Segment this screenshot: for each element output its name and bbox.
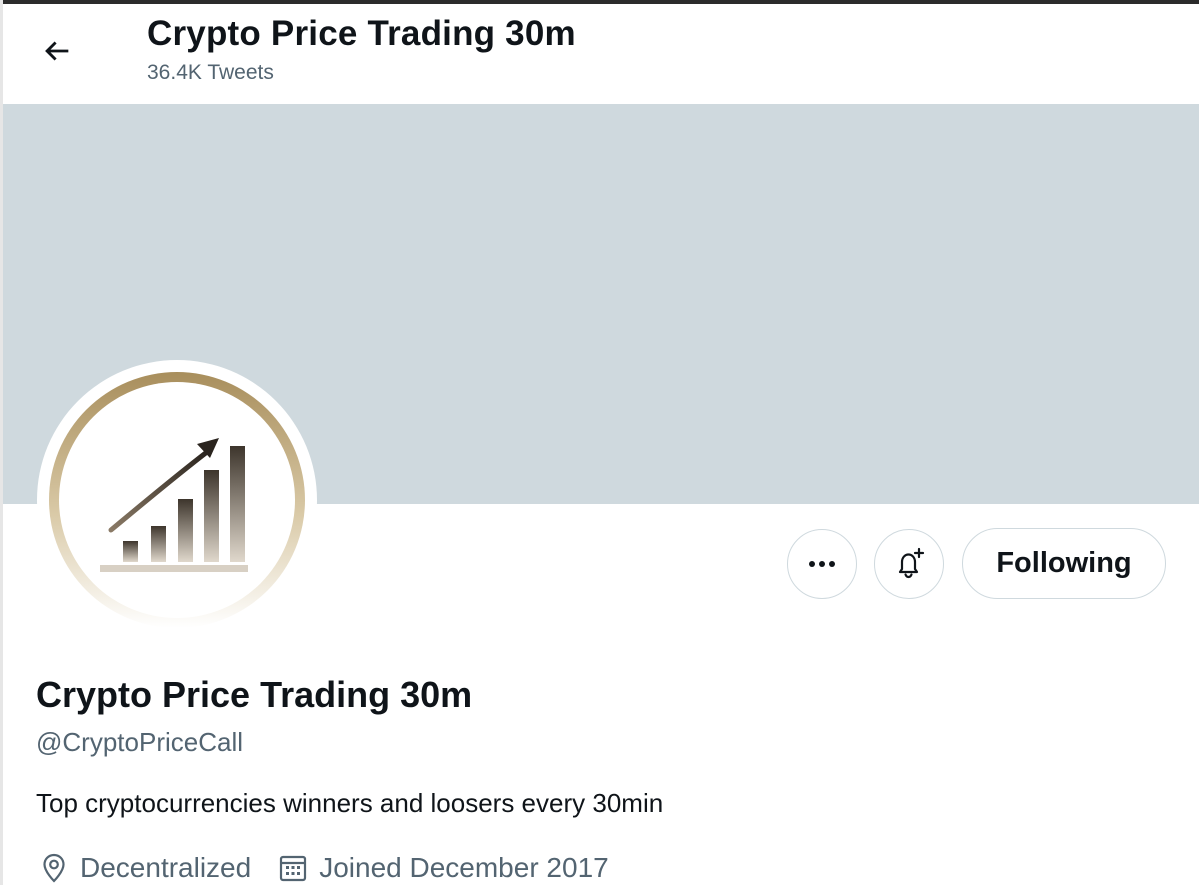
window-left-edge (0, 0, 3, 885)
notifications-button[interactable] (874, 529, 944, 599)
header-title: Crypto Price Trading 30m (147, 14, 576, 53)
joined-text: Joined December 2017 (319, 852, 609, 883)
arrow-left-icon (45, 41, 69, 61)
back-button[interactable] (28, 22, 86, 80)
avatar[interactable] (37, 360, 317, 640)
calendar-icon (280, 855, 307, 882)
more-options-button[interactable] (787, 529, 857, 599)
profile-bio: Top cryptocurrencies winners and loosers… (36, 788, 664, 818)
location-item: Decentralized (38, 852, 251, 884)
more-dots-icon (809, 561, 835, 567)
profile-name: Crypto Price Trading 30m (36, 674, 473, 715)
profile-handle: @CryptoPriceCall (36, 727, 243, 757)
location-text: Decentralized (80, 852, 252, 883)
bell-plus-icon (898, 547, 925, 579)
rising-bar-chart-logo (40, 363, 314, 637)
joined-item: Joined December 2017 (277, 852, 609, 884)
tweet-count: 36.4K Tweets (147, 61, 274, 84)
following-button[interactable]: Following (962, 528, 1166, 599)
profile-meta: Decentralized Joined December 2017 (38, 848, 635, 885)
window-top-edge (0, 0, 1199, 4)
location-pin-icon (43, 853, 65, 883)
